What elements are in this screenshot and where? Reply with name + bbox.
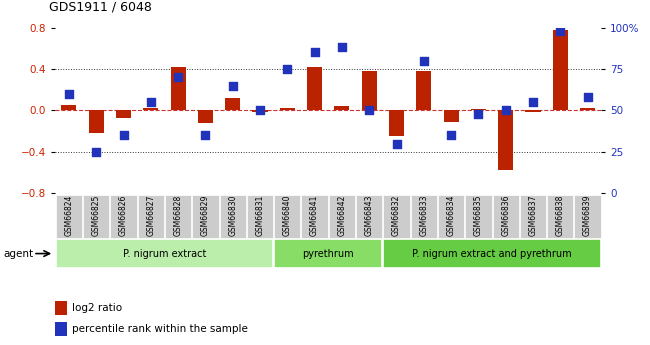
Point bbox=[146, 99, 156, 105]
FancyBboxPatch shape bbox=[274, 239, 382, 268]
Point bbox=[391, 141, 402, 146]
Point bbox=[500, 108, 511, 113]
Text: GSM66834: GSM66834 bbox=[447, 195, 456, 236]
Point bbox=[419, 58, 429, 63]
Text: GSM66841: GSM66841 bbox=[310, 195, 319, 236]
Text: P. nigrum extract and pyrethrum: P. nigrum extract and pyrethrum bbox=[412, 249, 572, 258]
Bar bbox=[170, 67, 186, 110]
Text: agent: agent bbox=[3, 249, 33, 258]
Bar bbox=[55, 301, 67, 315]
FancyBboxPatch shape bbox=[384, 239, 601, 268]
Bar bbox=[361, 71, 377, 110]
Point bbox=[255, 108, 265, 113]
Bar bbox=[471, 109, 486, 110]
Point bbox=[118, 132, 129, 138]
Point bbox=[582, 95, 593, 100]
Text: GSM66827: GSM66827 bbox=[146, 195, 155, 236]
Bar bbox=[116, 110, 131, 118]
Bar bbox=[552, 30, 568, 110]
Bar bbox=[498, 110, 514, 170]
Bar bbox=[143, 108, 159, 110]
Text: GSM66833: GSM66833 bbox=[419, 195, 428, 236]
Bar bbox=[88, 110, 104, 133]
Bar bbox=[61, 105, 77, 110]
Text: GSM66837: GSM66837 bbox=[528, 195, 538, 236]
Text: GSM66836: GSM66836 bbox=[501, 195, 510, 236]
Text: GSM66829: GSM66829 bbox=[201, 195, 210, 236]
Bar bbox=[580, 108, 595, 110]
Text: P. nigrum extract: P. nigrum extract bbox=[123, 249, 206, 258]
Bar bbox=[280, 108, 295, 110]
FancyBboxPatch shape bbox=[56, 239, 273, 268]
Point bbox=[64, 91, 74, 97]
Text: GSM66824: GSM66824 bbox=[64, 195, 73, 236]
Text: GSM66843: GSM66843 bbox=[365, 195, 374, 236]
Bar bbox=[198, 110, 213, 123]
Point bbox=[282, 66, 293, 72]
Point bbox=[200, 132, 211, 138]
Text: percentile rank within the sample: percentile rank within the sample bbox=[72, 324, 248, 334]
Text: GSM66839: GSM66839 bbox=[583, 195, 592, 236]
Bar bbox=[416, 71, 432, 110]
Text: GSM66830: GSM66830 bbox=[228, 195, 237, 236]
Text: GSM66825: GSM66825 bbox=[92, 195, 101, 236]
Bar bbox=[525, 110, 541, 112]
Text: GSM66826: GSM66826 bbox=[119, 195, 128, 236]
Text: GSM66842: GSM66842 bbox=[337, 195, 346, 236]
Text: GDS1911 / 6048: GDS1911 / 6048 bbox=[49, 1, 151, 14]
Point bbox=[364, 108, 374, 113]
Bar bbox=[307, 67, 322, 110]
Point bbox=[227, 83, 238, 88]
Point bbox=[91, 149, 101, 155]
Bar bbox=[252, 110, 268, 112]
Point bbox=[309, 50, 320, 55]
Point bbox=[473, 111, 484, 117]
Text: GSM66838: GSM66838 bbox=[556, 195, 565, 236]
Bar bbox=[389, 110, 404, 136]
Text: GSM66840: GSM66840 bbox=[283, 195, 292, 236]
Bar bbox=[334, 106, 350, 110]
Text: pyrethrum: pyrethrum bbox=[302, 249, 354, 258]
Point bbox=[446, 132, 456, 138]
Bar bbox=[55, 322, 67, 336]
Text: log2 ratio: log2 ratio bbox=[72, 303, 122, 313]
Text: GSM66828: GSM66828 bbox=[174, 195, 183, 236]
Point bbox=[337, 45, 347, 50]
Text: GSM66835: GSM66835 bbox=[474, 195, 483, 236]
Point bbox=[173, 75, 183, 80]
Point bbox=[555, 28, 566, 34]
Text: GSM66832: GSM66832 bbox=[392, 195, 401, 236]
Point bbox=[528, 99, 538, 105]
Text: GSM66831: GSM66831 bbox=[255, 195, 265, 236]
Bar bbox=[443, 110, 459, 122]
Bar bbox=[225, 98, 240, 110]
